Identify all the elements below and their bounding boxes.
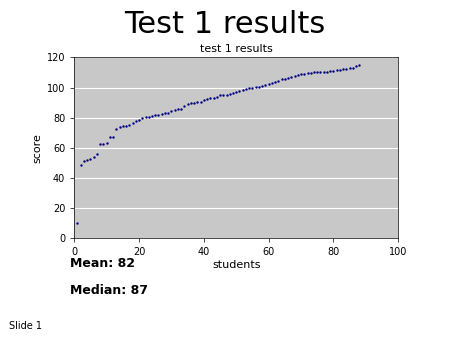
Title: test 1 results: test 1 results [200, 44, 273, 54]
Point [190, 100, 198, 106]
Point [165, 110, 172, 115]
Y-axis label: score: score [32, 133, 43, 163]
Point [181, 103, 188, 108]
Point [207, 96, 214, 101]
Point [307, 71, 315, 76]
Point [216, 93, 224, 98]
Point [243, 87, 250, 92]
Point [106, 135, 113, 140]
Point [343, 67, 350, 72]
Point [356, 63, 363, 68]
Point [148, 113, 156, 118]
Point [162, 111, 169, 116]
Point [84, 158, 91, 163]
Point [278, 76, 285, 82]
Point [81, 158, 88, 164]
Point [77, 163, 84, 168]
Point [119, 123, 126, 129]
Point [74, 220, 81, 226]
Point [171, 107, 178, 112]
Point [317, 69, 324, 75]
Point [236, 88, 243, 94]
Text: Mean: 82: Mean: 82 [70, 257, 135, 270]
Point [129, 121, 136, 126]
Point [265, 81, 272, 87]
Point [226, 92, 234, 97]
Point [271, 79, 279, 84]
Text: Test 1 results: Test 1 results [124, 10, 326, 39]
Point [155, 113, 162, 118]
Point [97, 141, 104, 146]
Point [333, 67, 340, 73]
Point [330, 68, 337, 74]
Point [275, 78, 282, 83]
Point [268, 80, 275, 86]
Point [310, 70, 318, 75]
Point [288, 74, 295, 79]
Point [314, 70, 321, 75]
Point [194, 100, 201, 105]
Point [291, 73, 298, 78]
Point [233, 89, 240, 94]
Point [336, 67, 343, 72]
X-axis label: students: students [212, 260, 261, 270]
Point [255, 84, 262, 90]
Point [304, 71, 311, 76]
Point [93, 151, 100, 156]
Text: Median: 87: Median: 87 [70, 284, 148, 297]
Point [327, 69, 334, 74]
Point [90, 155, 97, 160]
Point [135, 117, 143, 122]
Point [252, 84, 259, 90]
Point [346, 66, 353, 71]
Point [239, 88, 246, 93]
Point [301, 71, 308, 76]
Point [184, 101, 191, 106]
Point [220, 93, 227, 98]
Point [87, 156, 94, 161]
Point [203, 96, 211, 101]
Point [132, 119, 140, 124]
Point [109, 134, 117, 140]
Point [103, 140, 110, 145]
Point [100, 141, 107, 146]
Point [210, 95, 217, 101]
Point [230, 90, 237, 95]
Point [116, 124, 123, 129]
Point [294, 73, 302, 78]
Point [352, 63, 360, 69]
Point [284, 75, 292, 81]
Point [178, 106, 185, 112]
Point [158, 111, 165, 116]
Point [246, 85, 253, 91]
Point [213, 95, 220, 100]
Point [187, 101, 194, 106]
Point [168, 108, 175, 114]
Point [262, 82, 269, 88]
Point [340, 67, 347, 72]
Point [142, 114, 149, 120]
Point [145, 114, 153, 119]
Point [174, 107, 181, 112]
Point [223, 93, 230, 98]
Point [320, 69, 327, 75]
Point [200, 97, 207, 103]
Point [297, 71, 305, 77]
Text: Slide 1: Slide 1 [9, 321, 42, 331]
Point [122, 123, 130, 128]
Point [139, 115, 146, 121]
Point [249, 85, 256, 91]
Point [197, 99, 204, 105]
Point [281, 76, 288, 81]
Point [152, 113, 159, 118]
Point [126, 123, 133, 128]
Point [349, 65, 356, 70]
Point [113, 126, 120, 132]
Point [259, 84, 266, 89]
Point [324, 69, 331, 74]
